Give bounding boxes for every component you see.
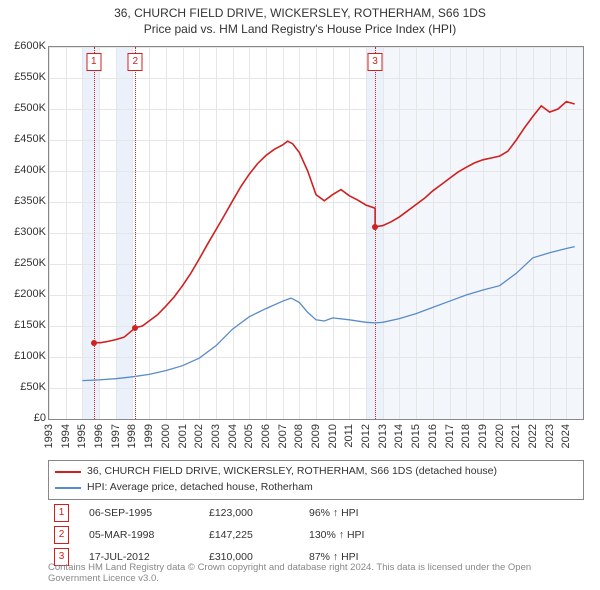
marker-dot <box>372 224 378 230</box>
events-table: 1 06-SEP-1995 £123,000 96% ↑ HPI 2 05-MA… <box>48 498 584 570</box>
y-axis-tick-label: £50K <box>4 381 46 393</box>
event-marker-icon: 2 <box>54 526 69 544</box>
event-date: 06-SEP-1995 <box>89 507 189 519</box>
x-axis-tick-label: 2012 <box>360 424 372 448</box>
x-axis-tick-label: 2022 <box>527 424 539 448</box>
x-axis-tick-label: 2005 <box>243 424 255 448</box>
x-axis-tick-label: 2014 <box>393 424 405 448</box>
event-pct: 96% ↑ HPI <box>309 507 419 519</box>
legend-swatch <box>55 471 81 473</box>
y-axis-tick-label: £200K <box>4 288 46 300</box>
x-axis-tick-label: 2007 <box>277 424 289 448</box>
event-pct: 130% ↑ HPI <box>309 529 419 541</box>
x-axis-tick-label: 2016 <box>427 424 439 448</box>
x-axis-tick-label: 2019 <box>477 424 489 448</box>
x-axis-tick-label: 2003 <box>210 424 222 448</box>
x-axis-tick-label: 1998 <box>126 424 138 448</box>
marker-box: 2 <box>128 53 143 71</box>
legend-item-hpi: HPI: Average price, detached house, Roth… <box>55 480 577 496</box>
x-axis-tick-label: 1994 <box>60 424 72 448</box>
legend-item-property: 36, CHURCH FIELD DRIVE, WICKERSLEY, ROTH… <box>55 464 577 480</box>
y-axis-tick-label: £100K <box>4 350 46 362</box>
x-axis-tick-label: 2015 <box>410 424 422 448</box>
x-axis-tick-label: 1996 <box>93 424 105 448</box>
x-axis-tick-label: 2001 <box>177 424 189 448</box>
event-date: 05-MAR-1998 <box>89 529 189 541</box>
x-axis-tick-label: 2000 <box>160 424 172 448</box>
marker-dot <box>132 325 138 331</box>
y-axis-tick-label: £350K <box>4 195 46 207</box>
y-axis-tick-label: £550K <box>4 71 46 83</box>
event-row: 2 05-MAR-1998 £147,225 130% ↑ HPI <box>54 524 578 546</box>
y-axis-tick-label: £300K <box>4 226 46 238</box>
chart-plot-area: 1 2 3 <box>48 46 584 420</box>
x-axis-tick-label: 1995 <box>76 424 88 448</box>
attribution-text: Contains HM Land Registry data © Crown c… <box>48 562 584 585</box>
marker-box: 3 <box>368 53 383 71</box>
x-axis-tick-label: 1999 <box>143 424 155 448</box>
x-axis-tick-label: 1993 <box>43 424 55 448</box>
x-axis-tick-label: 2008 <box>293 424 305 448</box>
legend: 36, CHURCH FIELD DRIVE, WICKERSLEY, ROTH… <box>48 460 584 500</box>
legend-label: HPI: Average price, detached house, Roth… <box>87 480 313 496</box>
x-axis-tick-label: 2006 <box>260 424 272 448</box>
event-price: £147,225 <box>209 529 289 541</box>
series-property <box>94 102 575 343</box>
y-axis-tick-label: £500K <box>4 102 46 114</box>
x-axis-tick-label: 2002 <box>193 424 205 448</box>
x-axis-tick-label: 2018 <box>460 424 472 448</box>
x-axis-tick-label: 2017 <box>444 424 456 448</box>
y-axis-tick-label: £150K <box>4 319 46 331</box>
y-axis-tick-label: £250K <box>4 257 46 269</box>
x-axis-tick-label: 2011 <box>343 424 355 448</box>
x-axis-tick-label: 2013 <box>377 424 389 448</box>
legend-label: 36, CHURCH FIELD DRIVE, WICKERSLEY, ROTH… <box>87 464 497 480</box>
x-axis-tick-label: 2009 <box>310 424 322 448</box>
chart-title-address: 36, CHURCH FIELD DRIVE, WICKERSLEY, ROTH… <box>0 6 600 22</box>
x-axis-tick-label: 2010 <box>327 424 339 448</box>
chart-container: 36, CHURCH FIELD DRIVE, WICKERSLEY, ROTH… <box>0 0 600 590</box>
y-axis-tick-label: £400K <box>4 164 46 176</box>
marker-box: 1 <box>86 53 101 71</box>
x-axis-tick-label: 2004 <box>227 424 239 448</box>
legend-swatch <box>55 487 81 489</box>
event-marker-icon: 1 <box>54 504 69 522</box>
x-axis-tick-label: 2021 <box>510 424 522 448</box>
event-price: £123,000 <box>209 507 289 519</box>
x-axis-tick-label: 2024 <box>560 424 572 448</box>
series-hpi <box>82 247 574 381</box>
chart-title-subtitle: Price paid vs. HM Land Registry's House … <box>0 22 600 38</box>
y-axis-tick-label: £0 <box>4 412 46 424</box>
x-axis-tick-label: 2020 <box>494 424 506 448</box>
marker-dot <box>91 340 97 346</box>
title-block: 36, CHURCH FIELD DRIVE, WICKERSLEY, ROTH… <box>0 0 600 37</box>
x-axis-tick-label: 2023 <box>544 424 556 448</box>
y-axis-tick-label: £600K <box>4 40 46 52</box>
chart-series-svg <box>49 47 583 419</box>
y-axis-tick-label: £450K <box>4 133 46 145</box>
x-axis-tick-label: 1997 <box>110 424 122 448</box>
event-row: 1 06-SEP-1995 £123,000 96% ↑ HPI <box>54 502 578 524</box>
